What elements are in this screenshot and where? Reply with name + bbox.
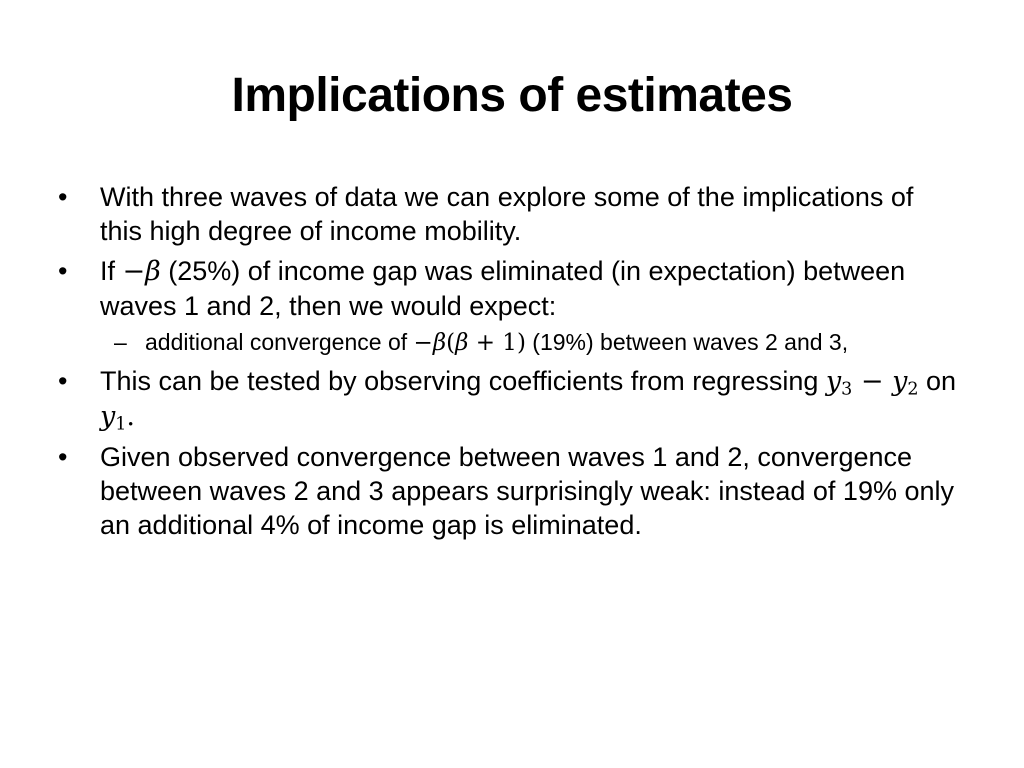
bullet-text-on: on [918,366,957,396]
bullet-marker: • [58,256,68,286]
bullet-text-post: (25%) of income gap was eliminated (in e… [100,256,906,321]
math-one: 1 [502,330,517,356]
bullet-text: Given observed convergence between waves… [100,442,955,540]
math-minus: − [122,256,146,287]
sub-bullet-marker: – [114,329,127,355]
math-subscript-3: 3 [841,379,853,400]
bullet-marker: • [58,442,68,472]
math-minus: − [852,366,893,397]
bullet-item-1: • With three waves of data we can explor… [58,180,958,248]
sub-bullet-text-pre: additional convergence of [145,329,414,355]
math-beta: β [432,330,447,356]
bullet-text-pre: This can be tested by observing coeffici… [100,366,826,396]
math-beta: β [145,256,161,287]
math-subscript-2: 2 [907,379,919,400]
math-subscript-1: 1 [115,414,127,435]
bullet-text-pre: If [100,256,123,286]
bullet-marker: • [58,366,68,396]
bullet-item-3: • This can be tested by observing coeffi… [58,364,958,434]
math-y: y [100,401,116,432]
math-open-paren: ( [446,330,456,356]
bullet-item-4: • Given observed convergence between wav… [58,440,958,542]
bullet-item-2: • If −β (25%) of income gap was eliminat… [58,254,958,323]
slide-body: • With three waves of data we can explor… [58,180,958,548]
bullet-marker: • [58,182,68,212]
bullet-text: With three waves of data we can explore … [100,182,914,246]
math-minus: − [413,330,433,356]
math-y: y [892,366,908,397]
sub-bullet-text-post: (19%) between waves 2 and 3, [525,329,849,355]
math-plus: + [468,330,503,356]
slide-title: Implications of estimates [231,69,794,122]
math-beta: β [455,330,469,356]
math-close-paren: ) [516,330,526,356]
math-y: y [825,366,842,397]
math-period: . [126,401,136,432]
sub-bullet-item: – additional convergence of −β(β + 1) (1… [58,327,958,358]
